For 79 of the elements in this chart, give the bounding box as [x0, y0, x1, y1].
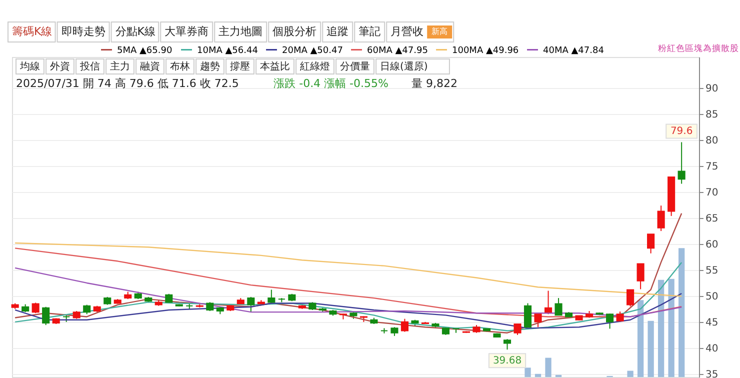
bar	[658, 280, 664, 377]
candlestick	[657, 205, 665, 232]
text: 主力地圖	[218, 25, 263, 38]
text: 籌碼K線	[12, 25, 52, 38]
y-tick-label: 75	[706, 162, 718, 173]
legend-label: 40MA ▲47.84	[543, 46, 604, 56]
legend-label: 60MA ▲47.95	[367, 46, 428, 56]
candlestick	[83, 304, 91, 315]
text: 大單券商	[164, 25, 209, 38]
legend-label: 5MA ▲65.90	[117, 46, 172, 56]
text: 粉紅色區塊為擴散股	[658, 43, 739, 54]
y-tick-label: 55	[706, 265, 718, 276]
text: 個股分析	[272, 25, 317, 38]
annotation: 布林	[170, 60, 190, 72]
candlestick	[514, 324, 522, 336]
annotation: 外資	[50, 60, 70, 72]
line-series	[14, 212, 682, 334]
text: 即時走勢	[61, 25, 106, 38]
y-tick-label: 85	[706, 110, 718, 121]
candlestick	[534, 314, 542, 328]
y-tick-label: 65	[706, 214, 718, 225]
bar	[637, 300, 644, 377]
candlestick	[554, 298, 562, 316]
annotation: 本益比	[260, 60, 290, 72]
annotation: 投信	[79, 60, 100, 72]
y-tick-label: 45	[706, 317, 718, 328]
line-series	[14, 262, 682, 332]
bar	[524, 368, 531, 377]
candlestick	[626, 289, 634, 307]
y-tick-label: 90	[706, 84, 718, 95]
annotation: 漲跌 -0.4 漲幅 -0.55%	[274, 77, 388, 90]
annotation: 39.68	[492, 356, 522, 367]
candlestick	[247, 296, 255, 313]
annotation: 79.6	[670, 126, 693, 138]
legend-label: 10MA ▲56.44	[197, 46, 258, 56]
y-tick-label: 70	[706, 188, 718, 199]
annotation: 2025/07/31 開 74 高 79.6 低 71.6 收 72.5	[16, 77, 239, 90]
candlestick	[544, 290, 552, 315]
y-tick-label: 60	[706, 240, 718, 251]
annotation: 撐壓	[230, 60, 250, 72]
candlestick	[400, 318, 408, 332]
candlestick	[636, 263, 644, 290]
annotation: 融資	[140, 60, 160, 72]
line-series	[14, 267, 682, 318]
bar	[678, 248, 685, 377]
bar	[648, 320, 654, 377]
annotation: 量 9,822	[412, 77, 458, 90]
y-tick-label: 80	[706, 136, 718, 147]
bar	[534, 374, 542, 377]
legend-label: 20MA ▲50.47	[282, 46, 343, 56]
candlestick	[606, 313, 614, 330]
text: 新高	[432, 27, 448, 36]
annotation: 分價量	[340, 60, 370, 72]
y-tick-label: 40	[706, 343, 718, 354]
line-series	[14, 248, 682, 318]
candlestick	[42, 306, 50, 326]
candlestick	[268, 289, 276, 304]
bar	[668, 278, 674, 377]
candlestick	[647, 234, 655, 254]
candlestick	[678, 142, 686, 184]
annotation: 主力	[110, 60, 130, 72]
legend-label: 100MA ▲49.96	[452, 46, 519, 56]
bar	[627, 370, 634, 377]
y-tick-label: 50	[706, 291, 718, 302]
text: 追蹤	[326, 25, 349, 38]
text: 分點K線	[115, 25, 156, 38]
text: 筆記	[358, 25, 381, 38]
bar	[545, 358, 552, 377]
text: 月營收	[390, 25, 424, 38]
y-tick-label: 35	[706, 369, 718, 378]
line-series	[14, 242, 682, 297]
candlestick	[524, 302, 532, 328]
annotation: 均線	[19, 60, 40, 72]
annotation: 日線(還原)	[380, 60, 428, 72]
annotation: 紅綠燈	[300, 60, 330, 72]
line-series	[14, 292, 682, 329]
candlestick	[503, 338, 512, 350]
annotation: 趨勢	[200, 60, 220, 72]
candlestick	[32, 302, 40, 314]
